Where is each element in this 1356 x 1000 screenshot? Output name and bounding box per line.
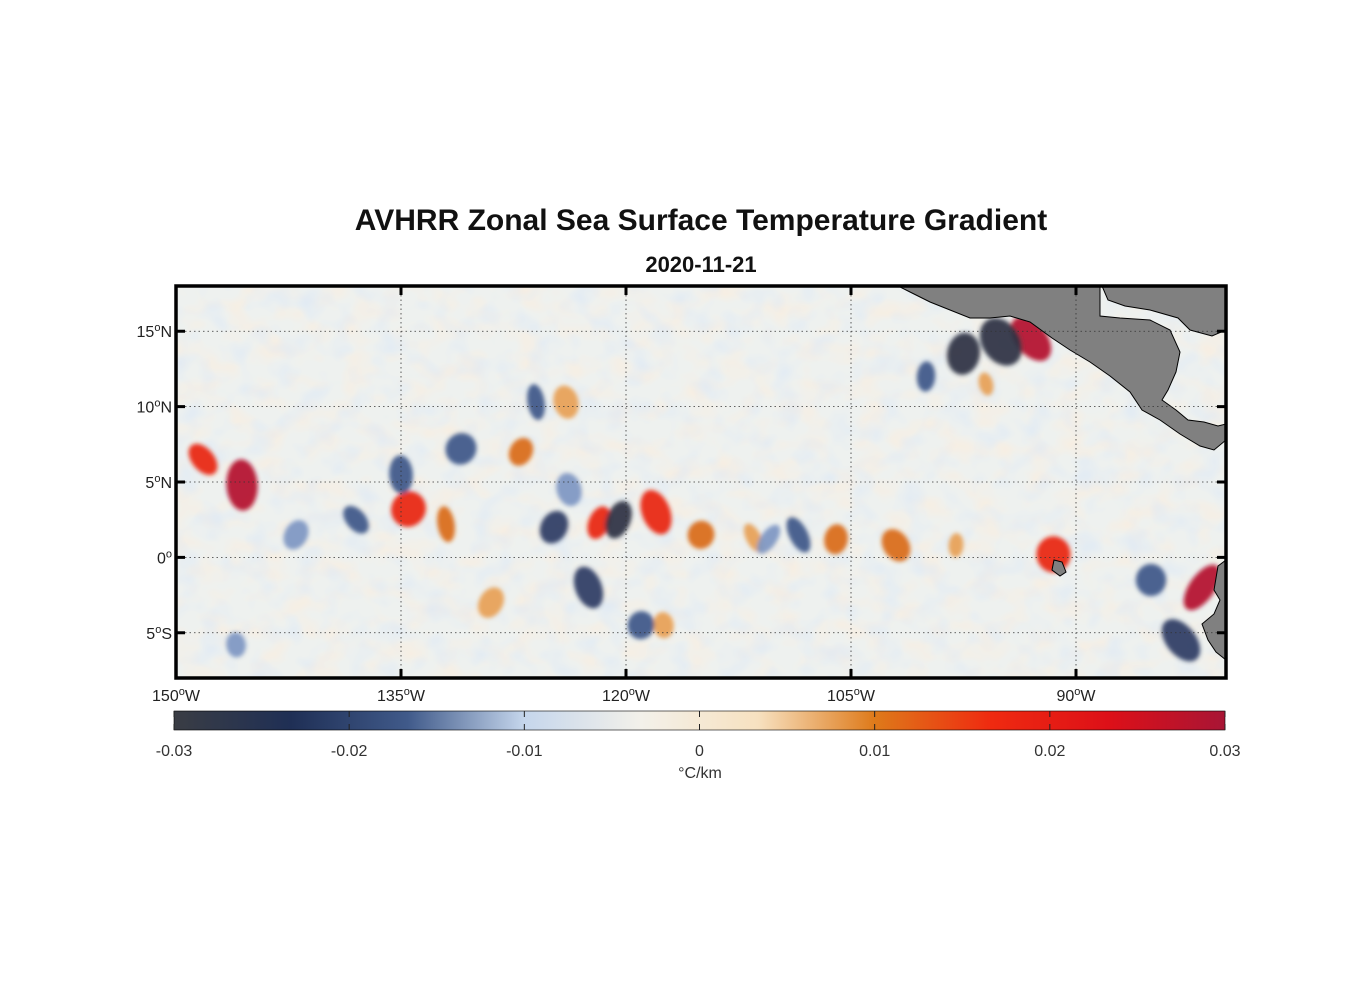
positive-gradient-feature [188, 443, 218, 475]
positive-gradient-feature [477, 587, 505, 618]
texture-cool [176, 286, 1226, 678]
positive-gradient-feature [824, 524, 848, 555]
lat-tick-label: 15oN [137, 322, 172, 341]
lat-tick-label: 0o [157, 548, 172, 567]
positive-gradient-feature [437, 506, 455, 543]
positive-gradient-feature [508, 437, 534, 466]
colorbar-tick-label: 0 [695, 743, 704, 760]
negative-gradient-feature [916, 361, 936, 392]
colorbar-tick-label: -0.03 [156, 743, 193, 760]
lon-tick-label: 90oW [1056, 686, 1096, 705]
land-colombia-coast [1101, 286, 1226, 337]
colorbar-ticks: -0.03 -0.02 -0.01 0 0.01 0.02 0.03 [156, 711, 1241, 760]
positive-gradient-feature [640, 490, 672, 535]
positive-gradient-feature [881, 529, 911, 562]
colorbar-tick-label: 0.01 [859, 743, 890, 760]
lat-tick-label: 10oN [137, 398, 172, 417]
map-subtitle: 2020-11-21 [645, 252, 757, 277]
negative-gradient-feature [226, 632, 246, 658]
map-tick-labels: 150oW 135oW 120oW 105oW 90oW 15oN 10oN 5oN 0o 5oS [137, 322, 1097, 705]
positive-gradient-feature [226, 459, 258, 511]
negative-gradient-feature [556, 472, 582, 507]
positive-gradient-feature [653, 612, 674, 639]
negative-gradient-feature [1135, 563, 1167, 597]
colorbar-tick-label: 0.03 [1209, 743, 1240, 760]
positive-gradient-feature [948, 533, 964, 558]
negative-gradient-feature [343, 505, 369, 534]
negative-gradient-feature [1161, 619, 1201, 662]
positive-gradient-feature [1183, 564, 1221, 611]
lon-tick-label: 135oW [377, 686, 426, 705]
lon-tick-label: 150oW [152, 686, 201, 705]
negative-gradient-feature [946, 332, 981, 375]
negative-gradient-feature [539, 510, 569, 544]
negative-gradient-feature [527, 384, 545, 421]
negative-gradient-feature [445, 432, 477, 465]
negative-gradient-feature [573, 566, 604, 609]
map-ticks [174, 286, 1226, 678]
lon-tick-label: 105oW [827, 686, 876, 705]
positive-gradient-feature [687, 520, 715, 549]
negative-gradient-feature [627, 611, 655, 640]
gradient-features [188, 316, 1221, 662]
positive-gradient-feature [391, 491, 426, 527]
land-masses [897, 286, 1226, 661]
colorbar-tick-label: 0.02 [1034, 743, 1065, 760]
colorbar-tick-label: -0.02 [331, 743, 368, 760]
land-galapagos [1051, 559, 1067, 577]
negative-gradient-feature [756, 524, 781, 554]
positive-gradient-feature [587, 506, 611, 540]
negative-gradient-feature [605, 500, 632, 539]
positive-gradient-feature [978, 372, 994, 396]
colorbar-tick-label: -0.01 [506, 743, 543, 760]
colorbar-unit: °C/km [678, 765, 722, 782]
map-area [176, 286, 1226, 678]
land-central-america [897, 286, 1226, 451]
lat-tick-label: 5oS [146, 624, 172, 643]
negative-gradient-feature [786, 517, 811, 553]
positive-gradient-feature [553, 385, 579, 419]
negative-gradient-feature [389, 455, 413, 494]
negative-gradient-feature [979, 317, 1023, 366]
land-south-america [1201, 559, 1226, 661]
lon-tick-label: 120oW [602, 686, 651, 705]
negative-gradient-feature [283, 520, 309, 550]
lat-tick-label: 5oN [145, 473, 172, 492]
map-title: AVHRR Zonal Sea Surface Temperature Grad… [354, 204, 1048, 237]
